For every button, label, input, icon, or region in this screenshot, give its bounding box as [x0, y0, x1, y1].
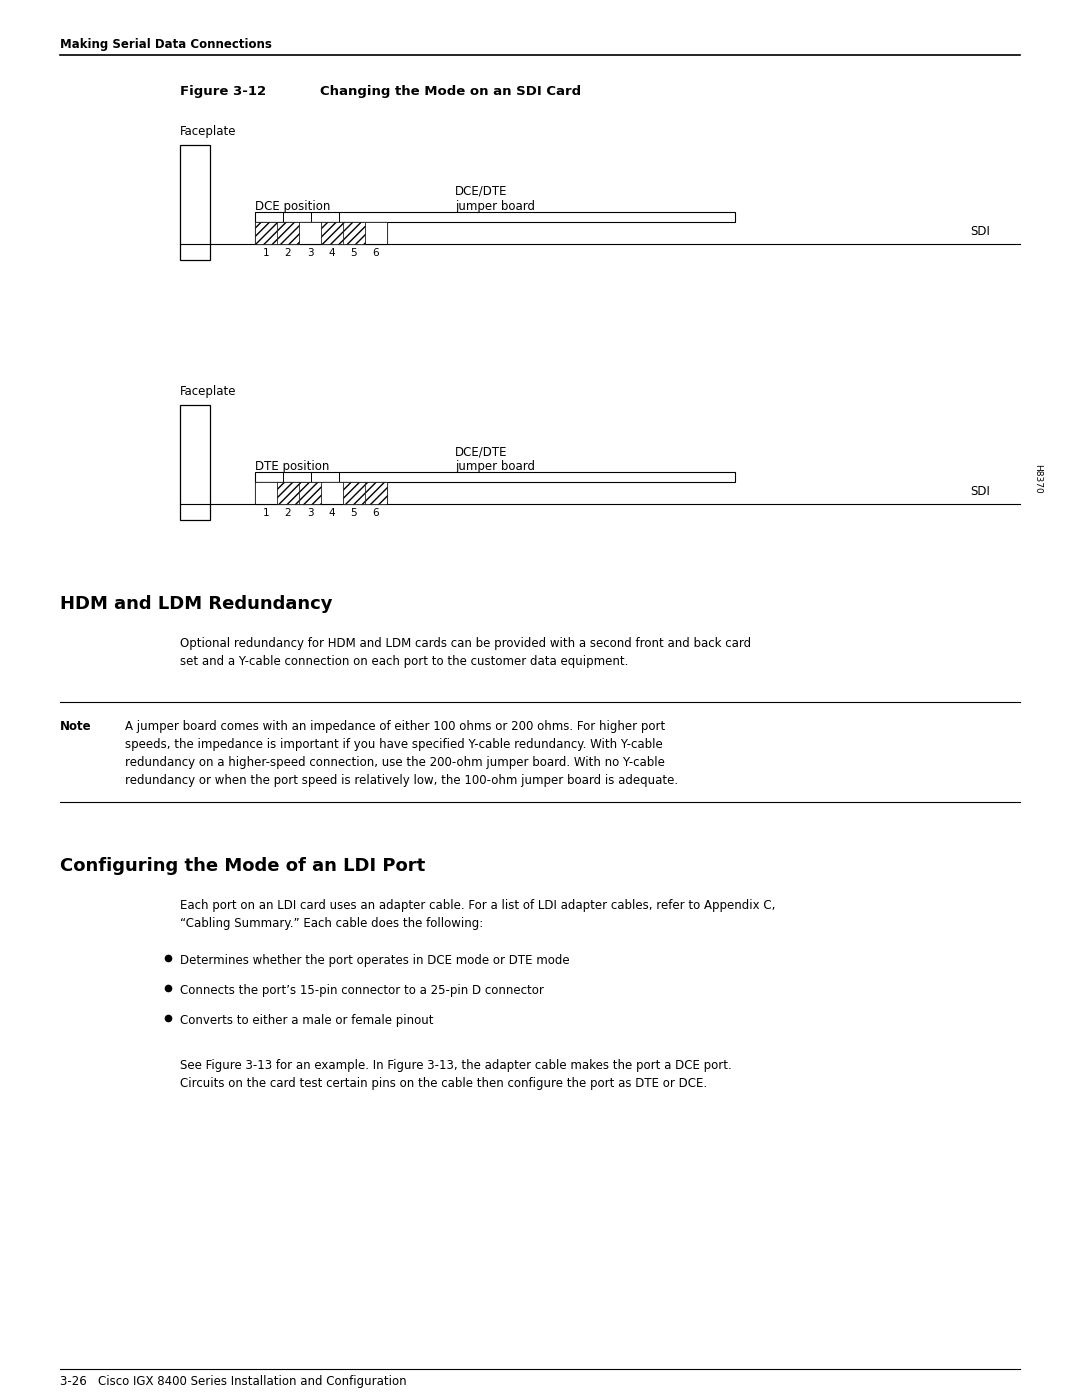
Text: Changing the Mode on an SDI Card: Changing the Mode on an SDI Card: [320, 85, 581, 98]
Text: Faceplate: Faceplate: [180, 386, 237, 398]
Bar: [365, 222, 387, 244]
Bar: [255, 482, 387, 504]
Bar: [276, 482, 299, 504]
Text: 3: 3: [307, 509, 313, 518]
Bar: [299, 222, 321, 244]
Text: 4: 4: [328, 509, 335, 518]
Text: 3-26   Cisco IGX 8400 Series Installation and Configuration: 3-26 Cisco IGX 8400 Series Installation …: [60, 1375, 407, 1389]
Text: Making Serial Data Connections: Making Serial Data Connections: [60, 38, 272, 52]
Text: 5: 5: [351, 249, 357, 258]
Text: DCE/DTE: DCE/DTE: [455, 446, 508, 458]
Text: HDM and LDM Redundancy: HDM and LDM Redundancy: [60, 595, 333, 613]
Bar: [255, 482, 276, 504]
Text: 2: 2: [285, 249, 292, 258]
Bar: [180, 405, 210, 520]
Text: SDI: SDI: [970, 485, 990, 497]
Text: 3: 3: [307, 249, 313, 258]
Text: Converts to either a male or female pinout: Converts to either a male or female pino…: [180, 1014, 433, 1027]
Text: See Figure 3-13 for an example. In Figure 3-13, the adapter cable makes the port: See Figure 3-13 for an example. In Figur…: [180, 1059, 732, 1090]
Text: 2: 2: [285, 509, 292, 518]
Text: 5: 5: [351, 509, 357, 518]
Bar: [180, 145, 210, 260]
Text: 6: 6: [373, 249, 379, 258]
Text: jumper board: jumper board: [455, 460, 535, 474]
Text: Optional redundancy for HDM and LDM cards can be provided with a second front an: Optional redundancy for HDM and LDM card…: [180, 637, 751, 668]
Bar: [276, 222, 299, 244]
Bar: [255, 212, 735, 222]
Text: Faceplate: Faceplate: [180, 124, 237, 138]
Text: A jumper board comes with an impedance of either 100 ohms or 200 ohms. For highe: A jumper board comes with an impedance o…: [125, 719, 678, 787]
Text: Note: Note: [60, 719, 92, 733]
Text: H8370: H8370: [1034, 464, 1042, 495]
Bar: [255, 222, 387, 244]
Bar: [255, 472, 735, 482]
Text: Each port on an LDI card uses an adapter cable. For a list of LDI adapter cables: Each port on an LDI card uses an adapter…: [180, 900, 775, 930]
Text: Determines whether the port operates in DCE mode or DTE mode: Determines whether the port operates in …: [180, 954, 569, 967]
Text: 1: 1: [262, 249, 269, 258]
Text: DTE position: DTE position: [255, 460, 329, 474]
Text: 4: 4: [328, 249, 335, 258]
Bar: [255, 222, 276, 244]
Text: DCE position: DCE position: [255, 200, 330, 212]
Bar: [321, 222, 343, 244]
Text: SDI: SDI: [970, 225, 990, 237]
Text: Connects the port’s 15-pin connector to a 25-pin D connector: Connects the port’s 15-pin connector to …: [180, 983, 544, 997]
Bar: [299, 482, 321, 504]
Text: Configuring the Mode of an LDI Port: Configuring the Mode of an LDI Port: [60, 856, 426, 875]
Bar: [365, 482, 387, 504]
Text: 1: 1: [262, 509, 269, 518]
Text: Figure 3-12: Figure 3-12: [180, 85, 266, 98]
Text: 6: 6: [373, 509, 379, 518]
Bar: [321, 482, 343, 504]
Bar: [343, 482, 365, 504]
Bar: [343, 222, 365, 244]
Text: DCE/DTE: DCE/DTE: [455, 184, 508, 198]
Text: jumper board: jumper board: [455, 200, 535, 212]
